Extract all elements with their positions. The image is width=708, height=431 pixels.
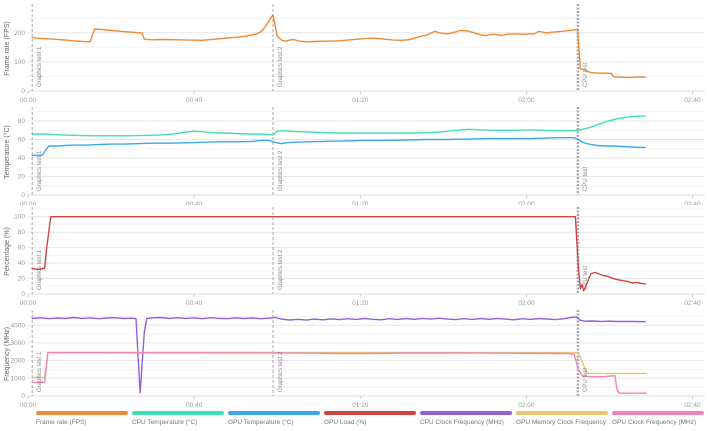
marker-label: CPU test [583,266,589,290]
legend-color-bar [612,411,704,415]
y-tick-label: 0 [21,393,25,400]
chart-percentage: 0 20 40 60 80 100 00:00 00:40 01:20 02:00 02:40 Gra… [4,207,705,307]
x-tick-label: 02:40 [684,300,701,306]
chart-row-percentage: 0 20 40 60 80 100 00:00 00:40 01:20 02:00 02:40 Gra… [0,205,708,307]
marker-label: Graphics test 2 [278,351,284,392]
chart-row-frequency: 0 1000 2000 3000 4000 00:00 00:40 01:20 02:00 02:… [0,306,708,409]
series-cpu-temperature-c- [31,115,646,137]
marker-label: CPU test [583,63,589,87]
x-tick-label: 02:40 [684,97,701,104]
chart-row-framerate: 0 100 200 00:00 00:40 01:20 02:00 02:40 Graphics… [0,0,708,105]
x-tick-label: 00:00 [20,97,37,104]
legend-color-bar [228,411,320,415]
y-tick-label: 0 [21,192,25,199]
y-tick-label: 20 [18,174,26,181]
legend-item-cpu-clock-frequency-mhz-: CPU Clock Frequency (MHz) [420,411,512,426]
legend-label: GPU Temperature (°C) [228,419,294,426]
x-tick-label: 02:00 [518,402,535,408]
x-tick-label: 00:00 [20,300,37,306]
y-tick-label: 1000 [11,375,26,382]
y-tick-label: 40 [18,155,26,162]
legend-item-cpu-temperature-c-: CPU Temperature (°C) [132,411,224,426]
series-gpu-memory-clock-frequency-mhz- [31,351,647,379]
series-gpu-load- [31,215,646,292]
marker-label: Graphics test 2 [278,46,284,87]
y-tick-label: 60 [18,137,26,144]
legend: Frame rate (FPS) CPU Temperature (°C) GPU … [0,411,708,426]
x-tick-label: 00:40 [186,97,203,104]
marker-label: Graphics test 1 [37,150,43,191]
y-axis-title: Frame rate (FPS) [4,21,11,75]
legend-label: CPU Temperature (°C) [132,419,198,426]
y-tick-label: 60 [18,245,26,252]
y-tick-label: 3000 [11,340,26,347]
y-tick-label: 2000 [11,358,26,365]
y-tick-label: 4000 [11,322,26,329]
legend-color-bar [420,411,512,415]
legend-item-gpu-load-: GPU Load (%) [324,411,416,426]
x-tick-label: 02:00 [518,300,535,306]
x-tick-label: 00:40 [186,402,203,408]
legend-label: CPU Clock Frequency (MHz) [420,419,504,426]
series-gpu-clock-frequency-mhz- [31,352,647,394]
y-tick-label: 0 [21,291,25,298]
x-tick-label: 01:20 [352,402,369,408]
x-tick-label: 00:40 [186,300,203,306]
series-cpu-clock-frequency-mhz- [31,316,646,394]
y-axis-title: Frequency (MHz) [4,327,11,381]
series-gpu-temperature-c- [31,137,646,156]
y-tick-label: 80 [18,229,26,236]
legend-item-gpu-clock-frequency-mhz-: GPU Clock Frequency (MHz) [612,411,704,426]
y-axis-title: Percentage (%) [4,227,11,276]
chart-row-temperature: 0 20 40 60 80 00:00 00:40 01:20 02:00 02:40 Graphi… [0,105,708,208]
legend-label: GPU Clock Frequency (MHz) [612,419,697,426]
legend-color-bar [132,411,224,415]
legend-color-bar [36,411,128,415]
x-tick-label: 02:00 [518,97,535,104]
y-tick-label: 40 [18,260,26,267]
marker-label: CPU test [583,368,589,392]
y-tick-label: 100 [14,59,25,66]
chart-temperature: 0 20 40 60 80 00:00 00:40 01:20 02:00 02:40 Graphi… [3,107,705,208]
marker-label: Graphics test 1 [37,351,43,392]
marker-label: Graphics test 2 [278,249,284,290]
y-tick-label: 200 [14,30,25,37]
marker-label: Graphics test 1 [37,46,43,87]
x-tick-label: 02:00 [518,201,535,205]
monitoring-charts-panel: 0 100 200 00:00 00:40 01:20 02:00 02:40 Graphics… [0,0,708,409]
x-tick-label: 01:20 [352,97,369,104]
chart-frequency: 0 1000 2000 3000 4000 00:00 00:40 01:20 02:00 02:… [4,310,705,409]
x-tick-label: 02:40 [684,402,701,408]
x-tick-label: 00:00 [20,402,37,408]
x-tick-label: 00:40 [186,201,203,205]
marker-label: Graphics test 2 [278,150,284,191]
chart-framerate: 0 100 200 00:00 00:40 01:20 02:00 02:40 Graphics… [4,4,705,104]
legend-label: Frame rate (FPS) [36,419,87,426]
y-tick-label: 100 [14,214,25,221]
legend-label: GPU Load (%) [324,419,367,426]
y-tick-label: 80 [18,118,26,125]
y-tick-label: 20 [18,276,26,283]
y-axis-title: Temperature (°C) [3,125,11,179]
y-tick-label: 0 [21,88,25,95]
legend-item-frame-rate-fps-: Frame rate (FPS) [36,411,128,426]
legend-item-gpu-temperature-c-: GPU Temperature (°C) [228,411,320,426]
x-tick-label: 02:40 [684,201,701,205]
series-frame-rate-fps- [31,13,646,79]
x-tick-label: 01:20 [352,300,369,306]
legend-item-gpu-memory-clock-frequency-mhz-: GPU Memory Clock Frequency (MHz) [516,411,608,426]
legend-color-bar [516,411,608,415]
marker-label: CPU test [583,167,589,191]
marker-label: Graphics test 1 [37,249,43,290]
legend-color-bar [324,411,416,415]
x-tick-label: 01:20 [352,201,369,205]
legend-label: GPU Memory Clock Frequency (MHz) [516,419,608,426]
x-tick-label: 00:00 [20,201,37,205]
